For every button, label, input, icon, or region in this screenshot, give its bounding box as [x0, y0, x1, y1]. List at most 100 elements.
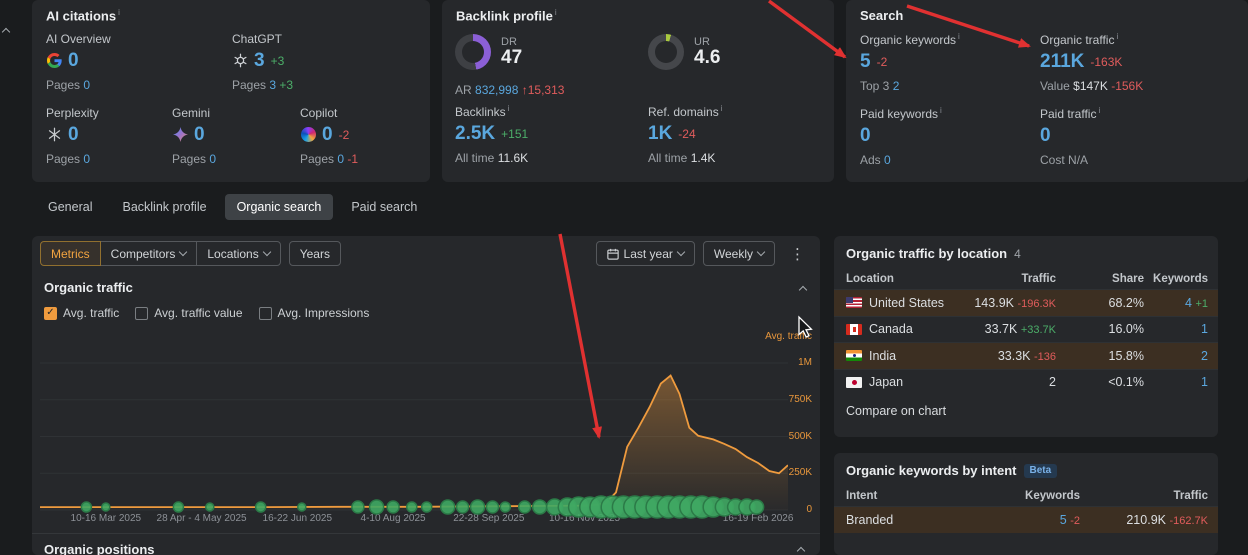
- years-button[interactable]: Years: [288, 241, 341, 266]
- info-icon[interactable]: i: [1116, 32, 1119, 41]
- info-icon[interactable]: i: [554, 8, 557, 17]
- chart-legend: ✓ Avg. traffic ✓ Avg. traffic value ✓ Av…: [44, 306, 369, 320]
- stat-copilot: Copilot 0 -2 Pages 0 -1: [300, 106, 359, 166]
- stat-paid-traffic: Paid traffic i 0 Cost N/A: [1040, 106, 1101, 167]
- stat-value[interactable]: 0: [1040, 125, 1051, 146]
- scroll-up-icon[interactable]: [1, 27, 11, 37]
- location-row-india[interactable]: India 33.3K -136 15.8% 2: [834, 342, 1218, 369]
- ar-line: AR 832,998 ↑15,313: [455, 83, 565, 97]
- intent-row-branded[interactable]: Branded 5 -2 210.9K -162.7K: [834, 506, 1218, 533]
- ur-value[interactable]: 4.6: [694, 47, 721, 69]
- stat-value[interactable]: 3: [254, 50, 265, 71]
- checkbox-icon: ✓: [258, 306, 272, 320]
- tab-backlink-profile[interactable]: Backlink profile: [110, 194, 218, 220]
- chevron-down-icon: [262, 247, 271, 257]
- stat-value[interactable]: 2.5K: [455, 123, 496, 144]
- info-icon[interactable]: i: [958, 32, 960, 41]
- x-axis-tick: 16-19 Feb 2026: [722, 513, 794, 524]
- competitors-dropdown[interactable]: Competitors: [99, 241, 198, 266]
- stat-value[interactable]: 211K: [1040, 51, 1085, 72]
- search-panel: Search Organic keywords i 5 -2 Top 3 2 Or…: [846, 0, 1248, 182]
- y-axis-tick: 750K: [788, 393, 812, 405]
- checkbox-icon: ✓: [44, 306, 57, 320]
- chart-section-title: Organic traffic: [44, 280, 133, 295]
- stat-backlinks: Backlinks i 2.5K +151 All time 11.6K: [455, 104, 529, 165]
- chatgpt-icon: [232, 53, 248, 69]
- info-icon[interactable]: i: [720, 104, 723, 113]
- ur-metric: UR 4.6: [648, 34, 720, 70]
- japan-flag-icon: [846, 376, 862, 388]
- location-row-united-states[interactable]: United States 143.9K -196.3K 68.2% 4 +1: [834, 289, 1218, 316]
- chevron-down-icon: [179, 247, 188, 257]
- stat-paid-keywords: Paid keywords i 0 Ads 0: [860, 106, 942, 167]
- stat-value[interactable]: 0: [860, 125, 871, 146]
- x-axis-tick: 10-16 Mar 2025: [70, 513, 142, 524]
- search-title: Search: [860, 8, 904, 23]
- chevron-down-icon: [676, 247, 686, 257]
- google-icon: [46, 53, 62, 69]
- stat-organic-traffic: Organic traffic i 211K -163K Value $147K …: [1040, 32, 1144, 93]
- locations-title: Organic traffic by location 4: [846, 246, 1021, 261]
- stat-value[interactable]: 1K: [648, 123, 673, 144]
- dr-metric: DR 47: [455, 34, 522, 70]
- locations-dropdown[interactable]: Locations: [196, 241, 281, 266]
- locations-panel: Organic traffic by location 4 Location T…: [834, 236, 1218, 437]
- y-axis-tick: 500K: [788, 430, 812, 442]
- chart-plot-area: Avg. traffic 10-16 Mar 2025 28 Apr - 4 Ma…: [40, 328, 812, 530]
- x-axis-tick: 22-28 Sep 2025: [453, 513, 525, 524]
- locations-count: 4: [1014, 246, 1021, 261]
- organic-positions-section[interactable]: Organic positions: [32, 533, 820, 555]
- legend-avg-impressions[interactable]: ✓ Avg. Impressions: [258, 306, 369, 320]
- tab-paid-search[interactable]: Paid search: [339, 194, 429, 220]
- info-icon[interactable]: i: [507, 104, 510, 113]
- tab-organic-search[interactable]: Organic search: [224, 194, 334, 220]
- collapse-section-icon[interactable]: [798, 285, 808, 295]
- copilot-icon: [300, 127, 316, 143]
- organic-search-report-card: Metrics Competitors Locations Years Last…: [32, 236, 820, 555]
- stat-gemini: Gemini 0 Pages 0: [172, 106, 217, 166]
- dr-value[interactable]: 47: [501, 47, 523, 69]
- x-axis-tick: 4-10 Aug 2025: [360, 513, 426, 524]
- ai-citations-panel: AI citations i AI Overview 0 Pages 0 Chat…: [32, 0, 430, 182]
- stat-value[interactable]: 5: [860, 51, 871, 72]
- collapse-section-icon[interactable]: [796, 546, 806, 555]
- location-row-canada[interactable]: Canada 33.7K +33.7K 16.0% 1: [834, 315, 1218, 343]
- india-flag-icon: [846, 350, 862, 362]
- ur-donut-chart: [648, 34, 684, 70]
- organic-traffic-chart[interactable]: [40, 328, 788, 523]
- info-icon[interactable]: i: [940, 106, 942, 115]
- stat-chatgpt: ChatGPT 3 +3 Pages 3 +3: [232, 32, 294, 92]
- date-range-dropdown[interactable]: Last year: [595, 241, 695, 266]
- tab-general[interactable]: General: [36, 194, 104, 220]
- perplexity-icon: [46, 127, 62, 143]
- x-axis: 10-16 Mar 2025 28 Apr - 4 May 2025 16-22 J…: [40, 513, 794, 525]
- info-icon[interactable]: i: [1098, 106, 1101, 115]
- chevron-down-icon: [756, 247, 766, 257]
- locations-table-header: Location Traffic Share Keywords: [846, 273, 1208, 285]
- chart-toolbar: Metrics Competitors Locations Years Last…: [40, 241, 812, 266]
- granularity-dropdown[interactable]: Weekly: [702, 241, 775, 266]
- y-axis-label: Avg. traffic: [765, 331, 812, 342]
- stat-value[interactable]: 0: [68, 124, 79, 145]
- legend-avg-traffic-value[interactable]: ✓ Avg. traffic value: [135, 306, 243, 320]
- legend-avg-traffic[interactable]: ✓ Avg. traffic: [44, 306, 119, 320]
- stat-value[interactable]: 0: [194, 124, 205, 145]
- x-axis-tick: 28 Apr - 4 May 2025: [156, 513, 247, 524]
- y-axis-tick: 0: [806, 504, 812, 515]
- stat-ai-overview: AI Overview 0 Pages 0: [46, 32, 111, 92]
- more-options-button[interactable]: ⋮: [783, 243, 812, 265]
- intent-title: Organic keywords by intent Beta: [834, 453, 1218, 486]
- compare-on-chart-button[interactable]: Compare on chart: [846, 404, 947, 418]
- calendar-icon: [606, 248, 619, 260]
- y-axis-tick: 250K: [788, 467, 812, 479]
- location-row-japan[interactable]: Japan 2 <0.1% 1: [834, 368, 1218, 396]
- metrics-button[interactable]: Metrics: [40, 241, 101, 266]
- canada-flag-icon: [846, 323, 862, 335]
- stat-value[interactable]: 0: [322, 124, 333, 145]
- us-flag-icon: [846, 297, 862, 309]
- stat-value[interactable]: 0: [68, 50, 79, 71]
- view-segmented-control: Metrics Competitors Locations: [40, 241, 281, 266]
- intent-panel: Organic keywords by intent Beta Intent K…: [834, 453, 1218, 555]
- info-icon[interactable]: i: [118, 8, 120, 17]
